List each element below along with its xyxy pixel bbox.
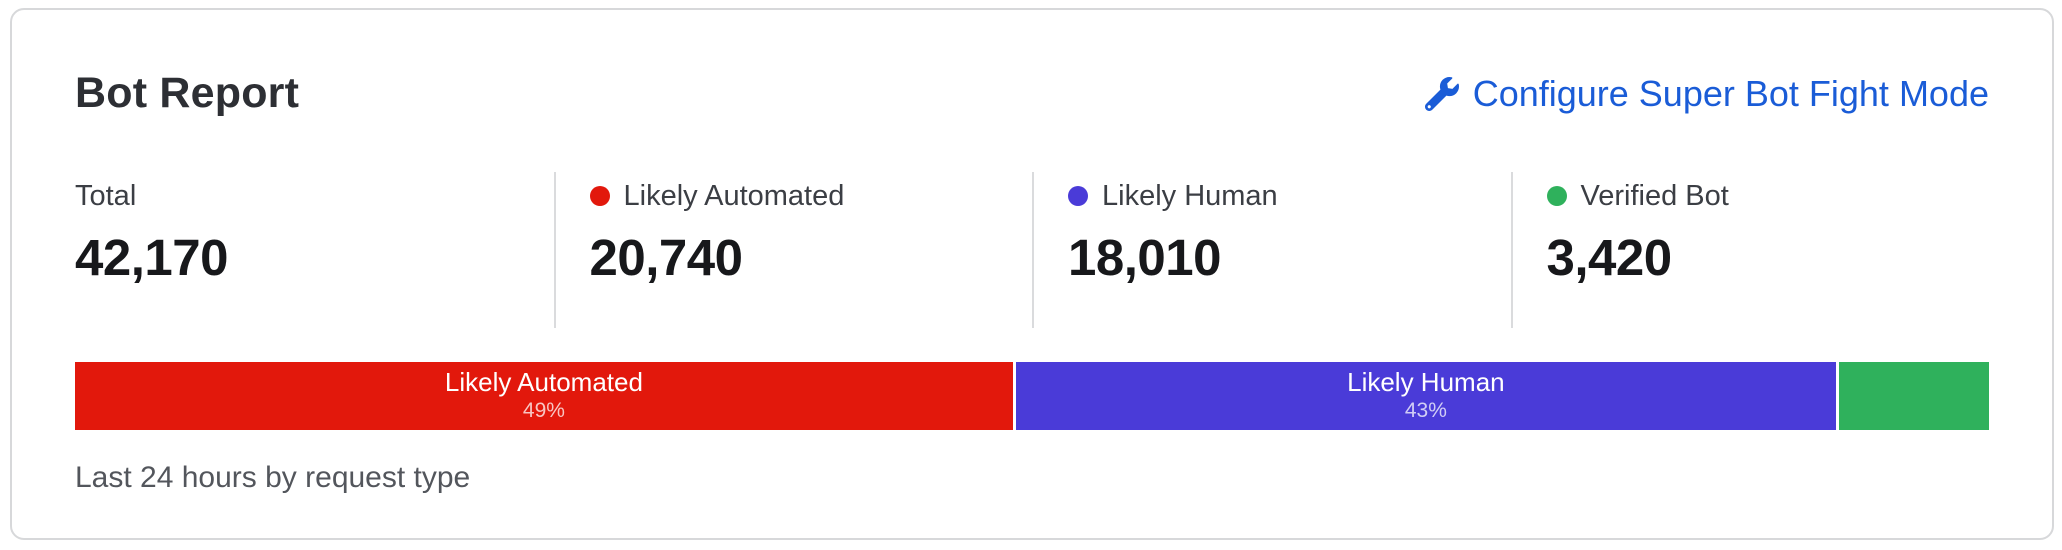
stat-value: 20,740 <box>589 228 743 286</box>
stat-label: Likely Automated <box>623 179 845 212</box>
chart-caption: Last 24 hours by request type <box>75 460 471 494</box>
bar-segment-verified-bot <box>1835 361 1989 430</box>
configure-link-label: Configure Super Bot Fight Mode <box>1472 73 1989 115</box>
stacked-bar-chart: Likely Automated 49% Likely Human 43% <box>75 361 1989 430</box>
stat-likely-human: Likely Human 18,010 <box>1032 171 1511 328</box>
bar-segment-label: Likely Human <box>1347 367 1505 398</box>
stats-row: Total 42,170 Likely Automated 20,740 Likely … <box>75 171 1990 328</box>
bot-report-card: Bot Report Configure Super Bot Fight Mod… <box>10 8 2054 540</box>
stat-value: 42,170 <box>75 228 228 286</box>
stat-value: 3,420 <box>1546 228 1673 286</box>
stat-verified-bot: Verified Bot 3,420 <box>1510 171 1990 328</box>
stat-label-row: Total <box>75 178 554 214</box>
stat-label: Total <box>75 179 137 212</box>
stat-label: Likely Human <box>1102 179 1278 212</box>
legend-dot-icon <box>589 185 610 206</box>
stat-total: Total 42,170 <box>75 172 554 328</box>
stat-value: 18,010 <box>1068 228 1221 286</box>
legend-dot-icon <box>1068 185 1088 206</box>
stat-label-row: Verified Bot <box>1546 178 1990 214</box>
stat-label: Verified Bot <box>1580 179 1729 212</box>
bar-segment-likely-automated: Likely Automated 49% <box>75 361 1013 430</box>
page-title: Bot Report <box>75 69 300 117</box>
bar-segment-likely-human: Likely Human 43% <box>1012 361 1836 430</box>
configure-super-bot-fight-mode-link[interactable]: Configure Super Bot Fight Mode <box>1424 72 1989 115</box>
card-header: Bot Report Configure Super Bot Fight Mod… <box>75 68 1989 120</box>
wrench-icon <box>1424 76 1459 111</box>
legend-dot-icon <box>1546 185 1567 206</box>
bar-segment-percent: 49% <box>522 398 565 422</box>
bar-segment-percent: 43% <box>1404 398 1447 422</box>
stat-label-row: Likely Automated <box>589 178 1033 214</box>
bar-segment-label: Likely Automated <box>444 367 643 398</box>
stat-label-row: Likely Human <box>1068 178 1511 214</box>
stat-likely-automated: Likely Automated 20,740 <box>553 171 1033 328</box>
